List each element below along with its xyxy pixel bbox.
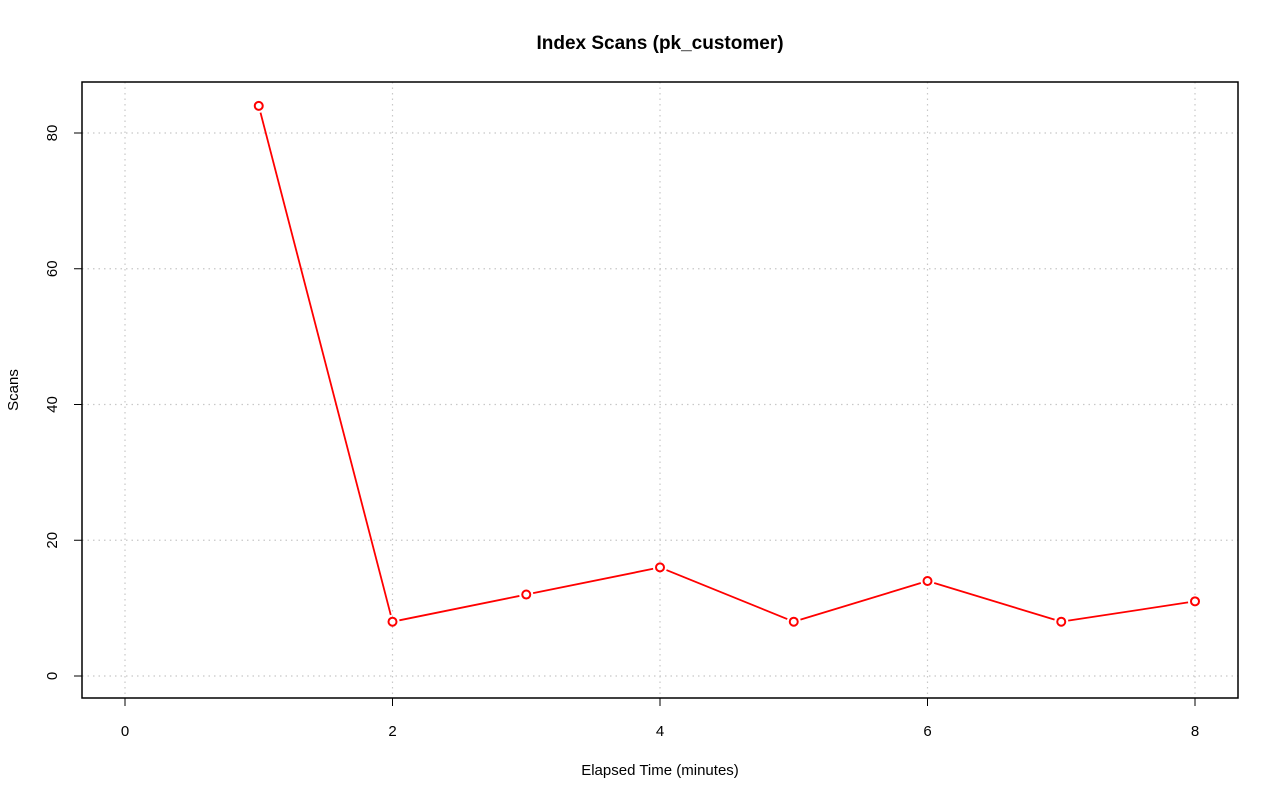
grid-lines [82, 82, 1238, 698]
series-line-segment [666, 569, 788, 620]
y-tick-label: 80 [44, 125, 61, 142]
series-line-segment [399, 595, 520, 622]
series-line-segment [532, 567, 654, 595]
data-point [1190, 596, 1200, 607]
series-line-segment [259, 112, 392, 616]
y-axis: 0 20 40 60 80 [44, 125, 82, 680]
series-layer [253, 100, 1200, 627]
y-tick-label: 40 [44, 396, 61, 413]
y-axis-label: Scans [5, 369, 22, 411]
x-axis-label: Elapsed Time (minutes) [581, 762, 739, 779]
data-point [253, 100, 264, 111]
data-point [655, 562, 665, 573]
y-tick-label: 20 [44, 532, 61, 549]
data-point [387, 616, 398, 627]
data-point [788, 616, 799, 627]
y-tick-label: 0 [44, 672, 61, 680]
x-tick-label: 8 [1191, 723, 1199, 740]
data-point [1056, 616, 1067, 627]
x-tick-label: 6 [923, 723, 931, 740]
x-axis: 0 2 4 6 8 [121, 698, 1199, 740]
x-tick-label: 2 [388, 723, 396, 740]
data-point [521, 589, 532, 600]
series-line-segment [800, 582, 922, 621]
y-tick-label: 60 [44, 260, 61, 277]
x-tick-label: 0 [121, 723, 129, 740]
chart-title: Index Scans (pk_customer) [536, 33, 783, 54]
series-line-segment [1068, 601, 1189, 622]
series-line-segment [933, 582, 1055, 621]
data-point [922, 575, 933, 586]
x-tick-label: 4 [656, 723, 664, 740]
